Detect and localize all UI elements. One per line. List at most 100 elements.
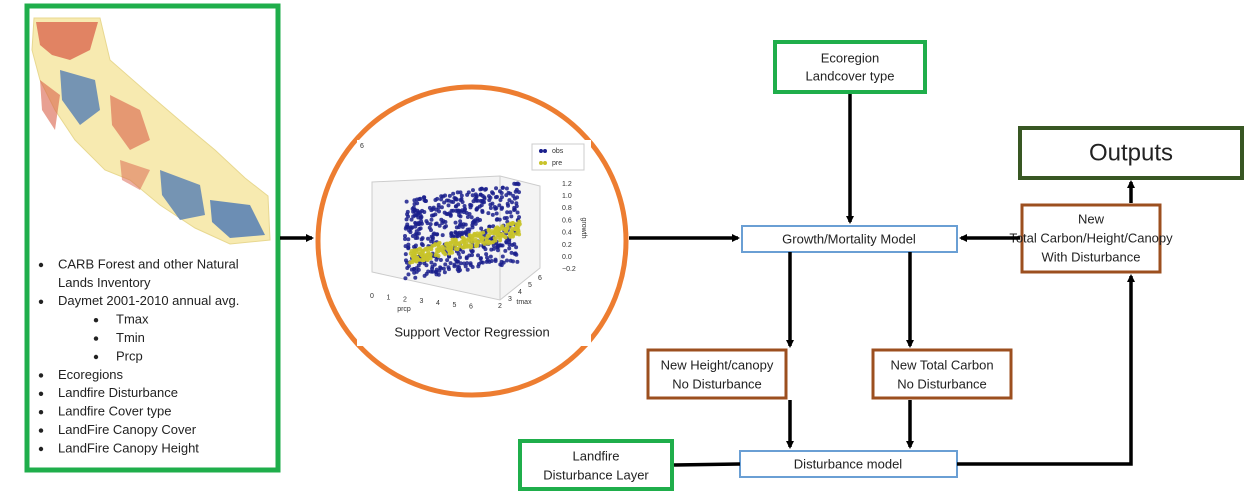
scatter-dot [496,243,500,247]
scatter-dot [442,251,446,255]
scatter-dot [462,210,466,214]
scatter-dot [434,208,438,212]
scatter-dot [414,222,418,226]
scatter-dot [483,242,487,246]
scatter-dot [429,260,433,264]
scatter-dot [477,262,481,266]
scatter-dot [498,198,502,202]
box-label: Growth/Mortality Model [782,231,916,246]
legend-swatch [543,161,547,165]
x-tick-label: 0 [370,293,374,300]
scatter-dot [452,264,456,268]
scatter-dot [439,258,443,262]
scatter-dot [479,257,483,261]
scatter-dot [405,266,409,270]
scatter-dot [439,197,443,201]
scatter-dot [505,259,509,263]
scatter-dot [405,225,409,229]
scatter-dot [445,242,449,246]
input-subitem: Tmin [116,330,145,345]
scatter-dot [465,256,469,260]
scatter-dot [435,251,439,255]
box-label: New Total Carbon [890,357,993,372]
scatter-dot [405,200,409,204]
scatter-dot [471,225,475,229]
z-tick-label: 0.8 [562,205,572,212]
scatter-dot [443,262,447,266]
box-label: New [1078,211,1105,226]
scatter-dot [440,245,444,249]
scatter-dot [518,222,522,226]
scatter-dot [441,233,445,237]
scatter-dot [460,231,464,235]
scatter-dot [428,206,432,210]
box-label: With Disturbance [1042,249,1141,264]
scatter-dot [415,266,419,270]
scatter-dot [415,201,419,205]
plot-corner-label: 6 [360,143,364,150]
scatter-dot [429,218,433,222]
scatter-dot [471,249,475,253]
scatter-dot [491,191,495,195]
scatter-dot [451,192,455,196]
scatter-dot [454,205,458,209]
scatter-dot [457,252,461,256]
scatter-dot [514,201,518,205]
scatter-dot [494,186,498,190]
scatter-dot [449,261,453,265]
scatter-dot [489,206,493,210]
input-item: Lands Inventory [58,275,151,290]
scatter-dot [503,249,507,253]
scatter-dot [426,270,430,274]
scatter-dot [430,235,434,239]
scatter-dot [471,240,475,244]
legend-swatch [539,149,543,153]
scatter-dot [509,259,513,263]
scatter-dot [421,243,425,247]
scatter-dot [458,190,462,194]
scatter-dot [458,268,462,272]
z-tick-label: 1.2 [562,181,572,188]
bullet [39,263,43,267]
scatter-dot [433,243,437,247]
scatter-dot [422,210,426,214]
scatter-dot [424,199,428,203]
x-tick-label: 4 [436,300,440,307]
legend-swatch [539,161,543,165]
scatter-dot [481,261,485,265]
scatter-dot [444,224,448,228]
scatter-dot [474,199,478,203]
scatter-dot [456,264,460,268]
scatter-dot [461,250,465,254]
scatter-dot [457,243,461,247]
scatter-dot [470,215,474,219]
scatter-dot [435,197,439,201]
scatter-dot [510,230,514,234]
scatter-dot [508,210,512,214]
scatter-dot [498,218,502,222]
scatter-dot [404,244,408,248]
z-tick-label: 1.0 [562,193,572,200]
scatter-dot [454,221,458,225]
scatter-dot [445,258,449,262]
bullet [94,355,98,359]
scatter-dot [506,202,510,206]
input-subitem: Tmax [116,312,149,327]
scatter-dot [413,276,417,280]
bullet [39,447,43,451]
y-axis-label: tmax [516,299,532,306]
box-label: Outputs [1089,139,1173,166]
scatter-dot [478,205,482,209]
scatter-dot [469,263,473,267]
scatter-dot [487,240,491,244]
scatter-dot [420,237,424,241]
scatter-dot [446,265,450,269]
scatter-dot [511,194,515,198]
scatter-dot [515,260,519,264]
scatter-dot [476,219,480,223]
scatter-dot [451,200,455,204]
scatter-dot [462,204,466,208]
input-item: Landfire Disturbance [58,385,178,400]
scatter-dot [469,203,473,207]
scatter-dot [404,252,408,256]
